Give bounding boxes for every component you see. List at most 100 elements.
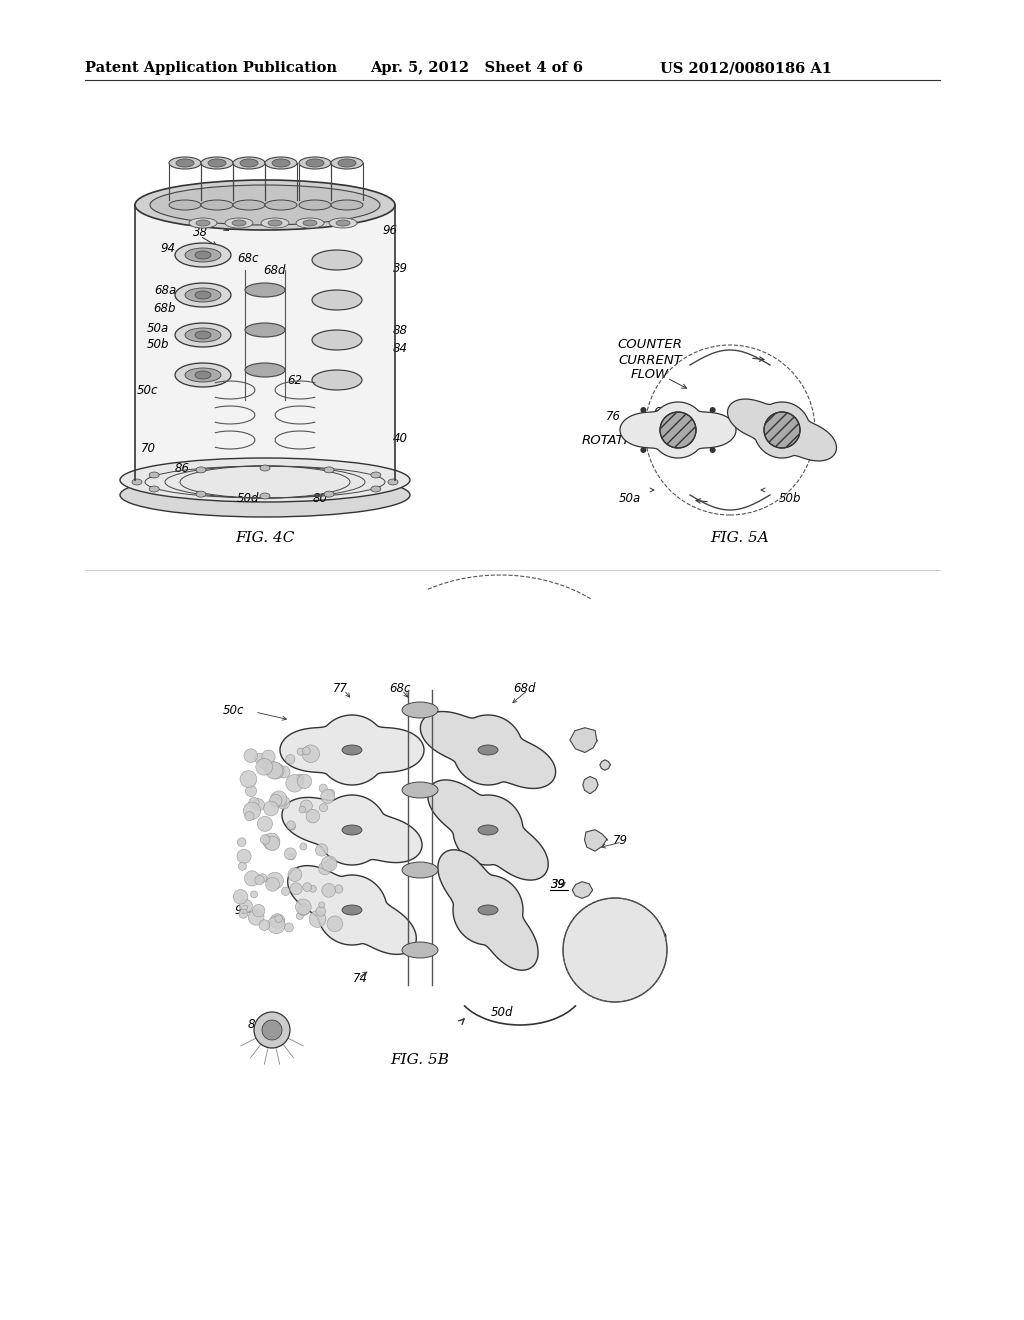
Circle shape [288,867,302,882]
Polygon shape [135,205,395,480]
Ellipse shape [329,218,357,228]
Circle shape [289,824,296,830]
Ellipse shape [324,467,334,473]
Circle shape [710,447,716,453]
Text: 68b: 68b [154,301,176,314]
Circle shape [297,748,304,755]
Circle shape [269,795,282,807]
Ellipse shape [312,249,362,271]
Text: 68d: 68d [514,681,537,694]
Circle shape [238,838,246,846]
Circle shape [640,407,646,413]
Ellipse shape [331,201,362,210]
Polygon shape [620,403,736,458]
Ellipse shape [135,180,395,230]
Polygon shape [428,780,548,880]
Circle shape [245,812,254,821]
Circle shape [252,799,264,810]
Text: 50b: 50b [778,491,801,504]
Circle shape [265,878,280,891]
Ellipse shape [150,486,159,492]
Text: 77: 77 [333,681,347,694]
Ellipse shape [342,744,362,755]
Text: 68a: 68a [653,405,675,418]
Ellipse shape [371,473,381,478]
Circle shape [303,883,311,891]
Circle shape [296,912,303,920]
Text: 78: 78 [785,405,801,418]
Circle shape [237,849,251,863]
Ellipse shape [185,327,221,342]
Text: 64: 64 [307,190,323,202]
Circle shape [563,898,667,1002]
Text: 68a: 68a [154,284,176,297]
Circle shape [710,407,716,413]
Circle shape [296,774,304,781]
Circle shape [233,890,248,904]
Circle shape [271,791,287,807]
Text: 38: 38 [193,226,208,239]
Text: 39: 39 [551,879,565,891]
Circle shape [265,836,280,850]
Circle shape [327,916,343,932]
Circle shape [245,871,259,886]
Text: FIG. 4C: FIG. 4C [236,531,295,545]
Ellipse shape [195,331,211,339]
Ellipse shape [336,220,350,226]
Ellipse shape [268,220,282,226]
Ellipse shape [312,330,362,350]
Circle shape [265,762,283,779]
Text: 68c: 68c [389,681,411,694]
Ellipse shape [296,218,324,228]
Text: 50a: 50a [146,322,169,334]
Ellipse shape [260,492,270,499]
Circle shape [318,902,325,908]
Text: 94: 94 [161,242,175,255]
Ellipse shape [272,158,290,168]
Polygon shape [570,727,597,752]
Circle shape [240,899,252,912]
Circle shape [306,809,319,822]
Ellipse shape [240,158,258,168]
Text: 50c: 50c [137,384,159,396]
Circle shape [258,874,267,883]
Circle shape [327,789,335,797]
Ellipse shape [478,744,498,755]
Text: 68b: 68b [781,424,804,437]
Polygon shape [572,882,593,899]
Ellipse shape [265,201,297,210]
Circle shape [239,862,247,870]
Ellipse shape [402,942,438,958]
Ellipse shape [265,157,297,169]
Ellipse shape [331,157,362,169]
Circle shape [319,784,328,792]
Circle shape [321,789,335,804]
Text: COUNTER: COUNTER [617,338,683,351]
Circle shape [325,859,335,869]
Circle shape [285,923,294,932]
Circle shape [297,777,304,784]
Ellipse shape [175,323,231,347]
Circle shape [262,1020,282,1040]
Text: 84: 84 [392,342,408,355]
Ellipse shape [233,201,265,210]
Ellipse shape [195,371,211,379]
Ellipse shape [169,157,201,169]
Circle shape [315,843,328,857]
Ellipse shape [169,201,201,210]
Text: 50d: 50d [490,1006,513,1019]
Circle shape [298,904,309,916]
Circle shape [264,801,279,816]
Circle shape [290,883,302,895]
Ellipse shape [260,465,270,471]
Circle shape [300,800,312,812]
Ellipse shape [342,906,362,915]
Text: 70: 70 [140,441,156,454]
Circle shape [256,759,272,775]
Ellipse shape [299,201,331,210]
Circle shape [286,775,303,792]
Ellipse shape [303,220,317,226]
Text: FIG. 5B: FIG. 5B [390,1053,450,1067]
Ellipse shape [175,363,231,387]
Ellipse shape [232,220,246,226]
